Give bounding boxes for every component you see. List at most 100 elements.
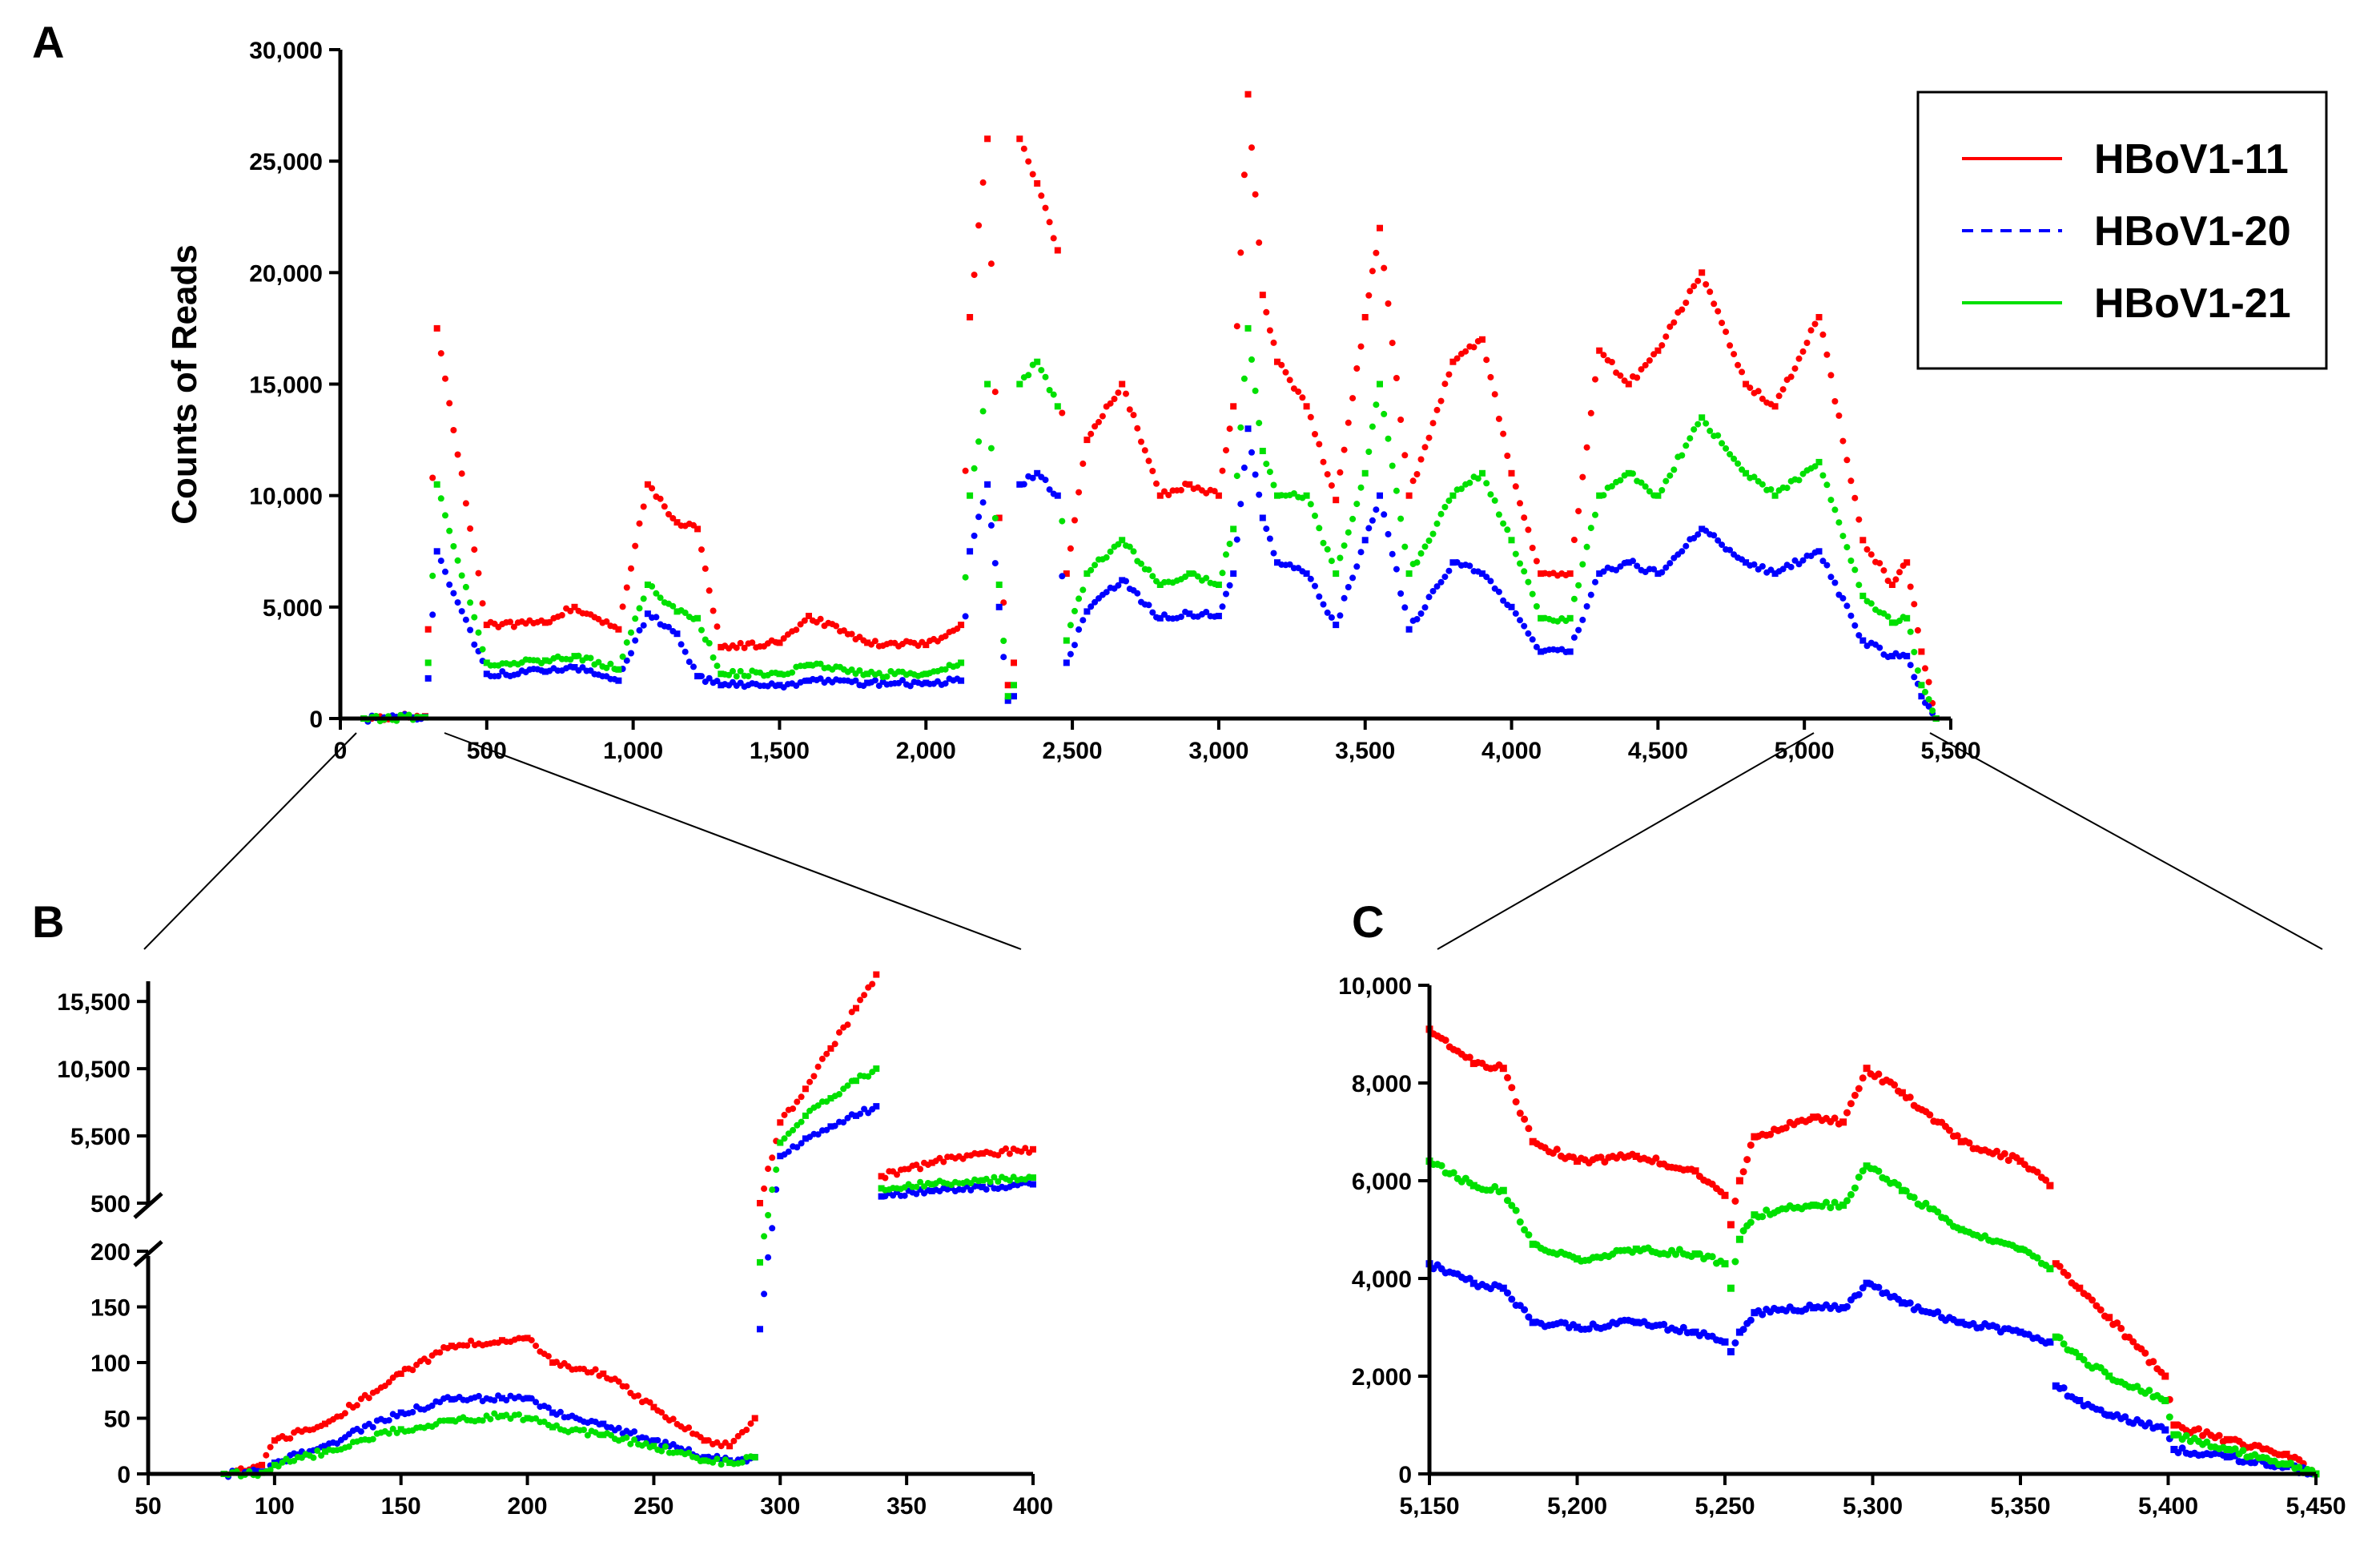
panel-a-dot-hbov1-20 xyxy=(1421,604,1429,611)
panel-b-point-hbov1-11-3 xyxy=(322,1420,328,1427)
panel-c-point-hbov1-21-16 xyxy=(2016,1245,2024,1253)
panel-c-point-hbov1-11-8 xyxy=(1727,1221,1735,1229)
panel-a-dot-hbov1-21 xyxy=(745,673,752,680)
panel-b-dot-hbov1-20 xyxy=(654,1437,661,1443)
panel-a-dot-hbov1-21 xyxy=(1299,494,1306,501)
panel-b-point-hbov1-21-2 xyxy=(271,1461,278,1468)
panel-a-dot-hbov1-11 xyxy=(1707,288,1714,296)
panel-a-dot-hbov1-20 xyxy=(1900,651,1907,658)
panel-b-point-hbov1-11-18 xyxy=(853,1004,859,1012)
panel-a-dot-hbov1-21 xyxy=(1911,649,1918,655)
panel-a-dot-hbov1-21 xyxy=(1703,420,1710,427)
panel-b-dot-hbov1-21 xyxy=(710,1459,717,1466)
panel-a-dot-hbov1-21 xyxy=(1401,543,1409,550)
panel-b-dot-hbov1-21 xyxy=(520,1416,527,1423)
panel-a-dot-hbov1-21 xyxy=(1115,541,1122,548)
panel-a-dot-hbov1-11 xyxy=(640,503,647,510)
panel-a-dot-hbov1-20 xyxy=(954,675,961,682)
panel-b-data-points xyxy=(220,971,1036,1480)
panel-a-dot-hbov1-11 xyxy=(1092,423,1099,430)
panel-b-dot-hbov1-11 xyxy=(975,1150,982,1157)
panel-a-dot-hbov1-21 xyxy=(1500,520,1507,527)
panel-a-point-hbov1-20-12 xyxy=(776,682,783,689)
panel-a-dot-hbov1-20 xyxy=(1751,561,1758,568)
panel-a-dot-hbov1-11 xyxy=(1437,397,1445,405)
panel-a-dot-hbov1-20 xyxy=(1658,569,1666,576)
panel-a-data-points xyxy=(360,91,1940,725)
panel-a-dot-hbov1-11 xyxy=(450,427,457,433)
panel-a-point-hbov1-11-24 xyxy=(1054,247,1061,254)
panel-a-point-hbov1-21-46 xyxy=(1625,469,1632,477)
panel-a-dot-hbov1-20 xyxy=(1337,612,1344,619)
panel-a-dot-hbov1-21 xyxy=(1839,533,1847,540)
series-hbov1-21 xyxy=(360,324,1940,725)
panel-a-dot-hbov1-11 xyxy=(1715,308,1722,315)
panel-a-point-hbov1-11-4 xyxy=(483,622,490,629)
panel-a-point-hbov1-11-11 xyxy=(718,643,725,650)
panel-a-dot-hbov1-11 xyxy=(611,623,618,630)
panel-a-point-hbov1-11-43 xyxy=(1538,570,1545,578)
panel-a-dot-hbov1-20 xyxy=(1855,632,1863,639)
panel-c-point-hbov1-21-8 xyxy=(1727,1284,1735,1292)
panel-c-dot-hbov1-21 xyxy=(1827,1204,1835,1212)
panel-a-dot-hbov1-21 xyxy=(1353,501,1361,508)
panel-b-dot-hbov1-21 xyxy=(385,1430,392,1437)
panel-a-dot-hbov1-21 xyxy=(475,629,482,636)
panel-a-dot-hbov1-20 xyxy=(1583,603,1590,610)
panel-b-point-hbov1-20-9 xyxy=(600,1420,607,1427)
panel-c-dot-hbov1-11 xyxy=(2089,1296,2097,1304)
panel-a-dot-hbov1-21 xyxy=(607,660,614,667)
panel-a-dot-hbov1-11 xyxy=(1755,388,1762,395)
panel-a-dot-hbov1-21 xyxy=(1349,515,1357,522)
panel-c-point-hbov1-11-12 xyxy=(1839,1118,1847,1126)
panel-c-point-hbov1-20-21 xyxy=(2161,1426,2169,1434)
panel-b-point-hbov1-21-22 xyxy=(979,1177,986,1184)
panel-a-dot-hbov1-21 xyxy=(1145,566,1152,574)
panel-a-dot-hbov1-11 xyxy=(1525,526,1532,533)
panel-a-y-tick-label: 20,000 xyxy=(249,260,323,287)
panel-b-y-tick-label: 100 xyxy=(90,1351,131,1377)
panel-a-dot-hbov1-21 xyxy=(1529,590,1536,598)
panel-c-dot-hbov1-21 xyxy=(1731,1258,1739,1266)
panel-b-dot-hbov1-20 xyxy=(967,1186,975,1194)
panel-a-dot-hbov1-11 xyxy=(749,639,756,646)
panel-c-point-hbov1-11-15 xyxy=(1957,1137,1965,1145)
panel-a-dot-hbov1-11 xyxy=(1263,308,1270,316)
panel-b-dot-hbov1-21 xyxy=(495,1414,502,1421)
panel-a-dot-hbov1-11 xyxy=(1182,481,1189,487)
panel-a-point-hbov1-21-23 xyxy=(1034,358,1041,365)
panel-a-dot-hbov1-20 xyxy=(1425,594,1433,601)
panel-b-point-hbov1-21-9 xyxy=(600,1431,607,1439)
panel-a-dot-hbov1-11 xyxy=(1134,425,1141,432)
panel-a-dot-hbov1-11 xyxy=(1867,551,1875,558)
panel-a-point-hbov1-21-3 xyxy=(433,481,440,488)
panel-b-dot-hbov1-11 xyxy=(806,1078,814,1085)
panel-a-dot-hbov1-20 xyxy=(1831,579,1839,586)
panel-a-dot-hbov1-11 xyxy=(632,542,639,550)
panel-a-dot-hbov1-21 xyxy=(1783,485,1791,492)
panel-a-dot-hbov1-21 xyxy=(1397,515,1405,522)
panel-c-dot-hbov1-20 xyxy=(1859,1284,1867,1292)
series-hbov1-20 xyxy=(1425,1260,2320,1478)
panel-c-dot-hbov1-21 xyxy=(1835,1203,1843,1211)
panel-a-dot-hbov1-11 xyxy=(1324,471,1331,478)
panel-a-dot-hbov1-21 xyxy=(1811,463,1819,470)
panel-b-dot-hbov1-21 xyxy=(533,1415,540,1422)
panel-b-dot-hbov1-11 xyxy=(924,1161,931,1169)
panel-a-dot-hbov1-21 xyxy=(1050,391,1057,398)
panel-a-dot-hbov1-21 xyxy=(1381,410,1388,417)
panel-a-dot-hbov1-20 xyxy=(1307,575,1314,582)
panel-a-dot-hbov1-11 xyxy=(1312,431,1318,437)
panel-a-dot-hbov1-21 xyxy=(706,640,713,646)
panel-a-dot-hbov1-20 xyxy=(1562,649,1570,655)
panel-a-dot-hbov1-11 xyxy=(1819,331,1827,338)
panel-a-dot-hbov1-21 xyxy=(467,599,474,606)
panel-a-dot-hbov1-11 xyxy=(1111,396,1118,402)
panel-a-dot-hbov1-21 xyxy=(1666,472,1674,479)
panel-c-dot-hbov1-11 xyxy=(1782,1124,1790,1132)
panel-a-dot-hbov1-11 xyxy=(1512,483,1519,490)
panel-a-dot-hbov1-20 xyxy=(1153,614,1160,621)
panel-c-dot-hbov1-11 xyxy=(2149,1358,2157,1366)
panel-a-dot-hbov1-20 xyxy=(1441,574,1449,581)
panel-a-dot-hbov1-20 xyxy=(1134,590,1141,597)
